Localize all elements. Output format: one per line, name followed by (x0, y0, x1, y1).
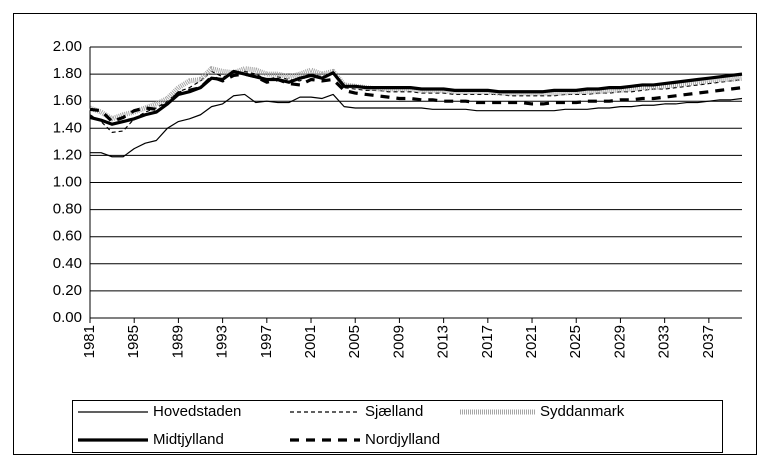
series-line (89, 72, 743, 124)
x-tick-label: 2017 (479, 325, 496, 358)
x-tick-label: 1993 (214, 325, 231, 358)
x-tick-label: 1997 (258, 325, 275, 358)
x-tick-label: 2033 (656, 325, 673, 358)
y-tick-label: 1.20 (53, 146, 82, 163)
legend-label: Midtjylland (153, 431, 224, 448)
y-tick-label: 2.00 (53, 38, 82, 55)
legend-label: Nordjylland (365, 431, 440, 448)
legend-label: Hovedstaden (153, 403, 241, 420)
y-tick-label: 0.00 (53, 309, 82, 326)
y-tick-label: 1.00 (53, 173, 82, 190)
x-tick-label: 2029 (611, 325, 628, 358)
legend-box (72, 400, 723, 453)
x-tick-label: 2005 (346, 325, 363, 358)
legend-label: Syddanmark (540, 403, 625, 420)
y-tick-label: 0.80 (53, 201, 82, 218)
x-tick-label: 2021 (523, 325, 540, 358)
x-tick-label: 2009 (390, 325, 407, 358)
series-line (89, 70, 743, 133)
x-tick-label: 1989 (169, 325, 186, 358)
legend-label: Sjælland (365, 403, 423, 420)
series-line (89, 69, 743, 126)
series-line (90, 93, 743, 158)
y-tick-label: 0.60 (53, 228, 82, 245)
x-tick-label: 2001 (302, 325, 319, 358)
y-tick-label: 0.40 (53, 255, 82, 272)
x-tick-label: 1981 (81, 325, 98, 358)
x-tick-label: 2013 (435, 325, 452, 358)
x-tick-label: 2025 (567, 325, 584, 358)
x-tick-label: 1985 (125, 325, 142, 358)
x-tick-label: 2037 (700, 325, 717, 358)
chart-border (13, 13, 757, 455)
y-tick-label: 1.80 (53, 65, 82, 82)
y-tick-label: 0.20 (53, 282, 82, 299)
y-tick-label: 1.40 (53, 119, 82, 136)
y-tick-label: 1.60 (53, 92, 82, 109)
